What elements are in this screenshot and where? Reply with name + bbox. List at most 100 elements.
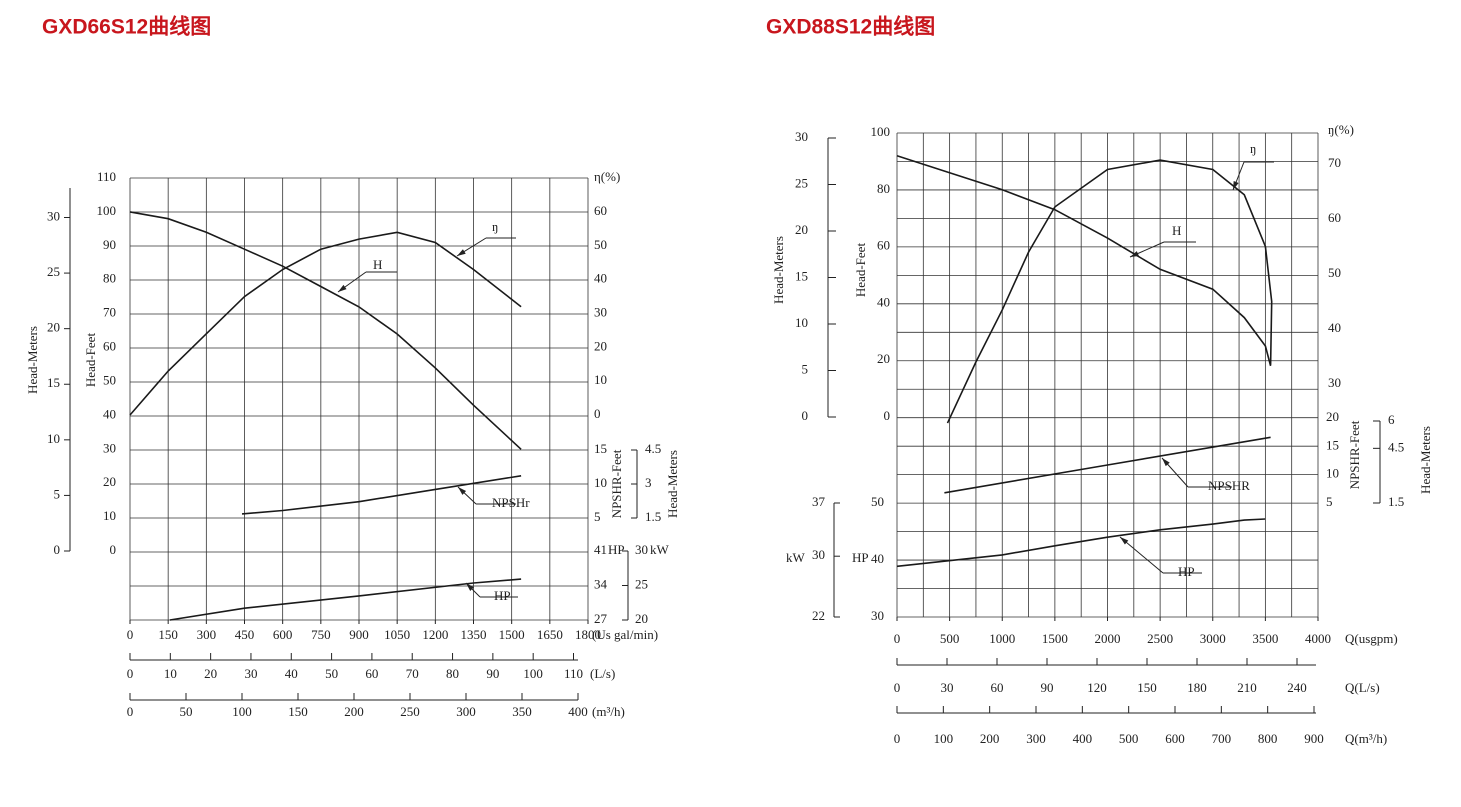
y-tick-label: 110 [97,169,116,184]
axis-label: (Us gal/min) [592,627,658,642]
axis-label: HP [608,542,625,557]
y-tick-label: 80 [877,181,890,196]
series-line [944,436,1271,494]
x-tick-label: 200 [980,731,1000,746]
x-tick-label: 1050 [384,627,410,642]
x-tick-label: 750 [311,627,331,642]
x-tick-label: 30 [941,680,954,695]
x-tick-label: 40 [285,666,298,681]
y-tick-label: 15 [594,441,607,456]
y-tick-label: 10 [1326,466,1339,481]
x-tick-label: 240 [1287,680,1307,695]
y-tick-label: 60 [1328,210,1341,225]
series-label: ŋ [492,219,498,234]
x-tick-label: 100 [232,704,252,719]
x-tick-label: 90 [1041,680,1054,695]
x-tick-label: 100 [523,666,543,681]
y-tick-label: 0 [594,406,601,421]
x-tick-label: 150 [288,704,308,719]
y-tick-label: 15 [47,375,60,390]
series-line [946,159,1273,424]
x-tick-label: 210 [1237,680,1257,695]
x-tick-label: 0 [894,731,901,746]
y-tick-label: 40 [871,551,884,566]
x-tick-label: 350 [512,704,532,719]
y-tick-label: 50 [103,372,116,387]
y-tick-label: 20 [594,338,607,353]
series-label: HP [1178,564,1195,579]
arrow-head [457,249,466,256]
y-tick-label: 5 [594,509,601,524]
x-tick-label: 900 [1304,731,1324,746]
x-tick-label: 1200 [422,627,448,642]
y-tick-label: 25 [635,576,648,591]
axis-label: kW [786,550,806,565]
series-line [241,475,522,515]
y-tick-label: 15 [1326,437,1339,452]
x-tick-label: 50 [325,666,338,681]
x-tick-label: 500 [1119,731,1139,746]
x-tick-label: 2500 [1147,631,1173,646]
x-tick-label: 120 [1087,680,1107,695]
y-tick-label: 60 [103,339,116,354]
x-tick-label: 110 [564,666,583,681]
y-tick-label: 10 [103,508,116,523]
y-tick-label: 0 [54,542,61,557]
arrow-head [1233,181,1239,190]
y-tick-label: 1.5 [645,509,661,524]
y-tick-label: 0 [110,542,117,557]
axis-label: NPSHR-Feet [1347,420,1362,489]
x-tick-label: 1000 [989,631,1015,646]
x-tick-label: 1650 [537,627,563,642]
x-tick-label: 700 [1212,731,1232,746]
y-tick-label: 15 [795,268,808,283]
y-tick-label: 30 [812,547,825,562]
y-tick-label: 60 [877,238,890,253]
arrow-head [338,284,347,292]
axis-label: Head-Feet [853,243,868,298]
axis-label: Head-Feet [83,333,98,388]
x-tick-label: 1500 [499,627,525,642]
y-tick-label: 50 [871,494,884,509]
axis-label: Q(L/s) [1345,680,1380,695]
y-tick-label: 90 [103,237,116,252]
y-tick-label: 30 [594,304,607,319]
x-tick-label: 0 [127,666,134,681]
y-tick-label: 0 [884,408,891,423]
y-tick-label: 30 [1328,375,1341,390]
series-label: NPSHR [1208,478,1250,493]
y-tick-label: 70 [103,305,116,320]
x-tick-label: 450 [235,627,255,642]
x-tick-label: 600 [1165,731,1185,746]
y-tick-label: 10 [594,372,607,387]
axis-label: Q(m³/h) [1345,731,1387,746]
axis-label: Head-Meters [665,450,680,518]
x-tick-label: 150 [158,627,178,642]
series-label: H [373,257,382,272]
y-tick-label: 100 [871,124,891,139]
y-tick-label: 30 [871,608,884,623]
x-tick-label: 30 [244,666,257,681]
x-tick-label: 0 [894,680,901,695]
axis-label: (m³/h) [592,704,625,719]
arrow-head [1130,251,1139,257]
y-tick-label: 37 [812,494,826,509]
leader-line [1119,536,1164,574]
x-tick-label: 300 [1026,731,1046,746]
axis-label: Head-Meters [1418,426,1433,494]
x-tick-label: 900 [349,627,369,642]
x-tick-label: 50 [180,704,193,719]
y-tick-label: 20 [795,222,808,237]
axis-label: Head-Meters [25,326,40,394]
x-tick-label: 0 [894,631,901,646]
y-tick-label: 20 [47,320,60,335]
y-tick-label: 41 [594,542,607,557]
x-tick-label: 250 [400,704,420,719]
y-tick-label: 5 [1326,494,1333,509]
y-tick-label: 5 [54,486,61,501]
y-tick-label: 50 [594,237,607,252]
y-tick-label: 40 [103,406,116,421]
series-label: ŋ [1250,141,1256,156]
axis-label: ŋ(%) [1328,122,1354,137]
